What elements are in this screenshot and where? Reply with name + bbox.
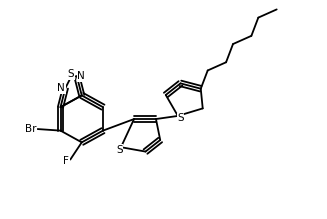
Text: N: N [57, 83, 65, 93]
Text: Br: Br [25, 124, 36, 134]
Text: S: S [177, 113, 184, 124]
Text: N: N [77, 71, 85, 81]
Text: S: S [116, 145, 123, 155]
Text: S: S [68, 69, 75, 79]
Text: F: F [63, 156, 69, 166]
